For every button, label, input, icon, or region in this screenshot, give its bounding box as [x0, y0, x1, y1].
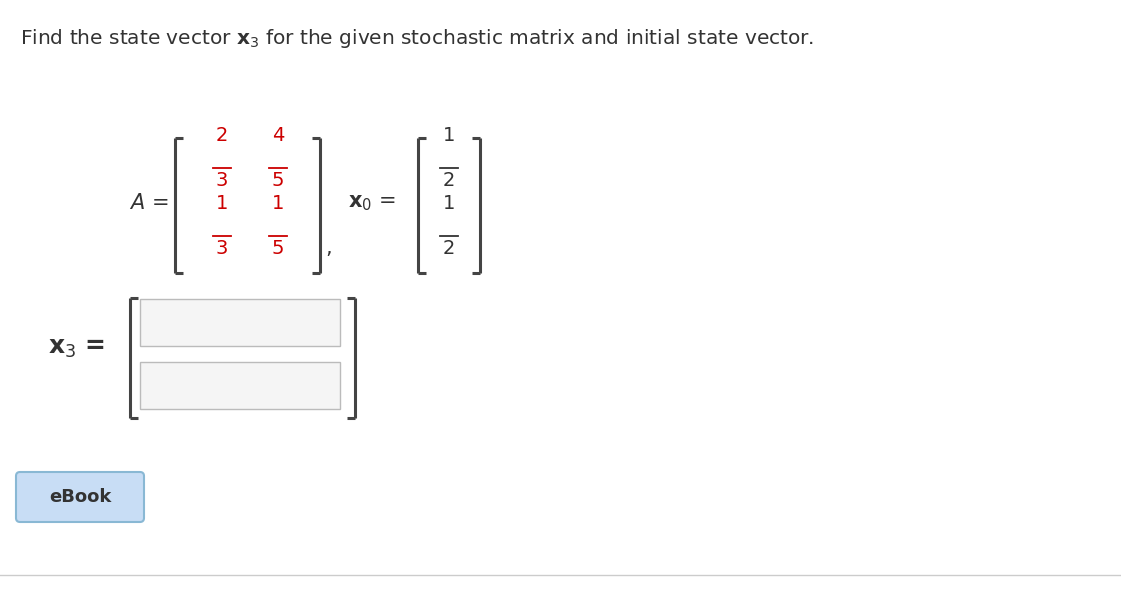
- Text: eBook: eBook: [49, 488, 111, 506]
- Text: 1: 1: [443, 194, 455, 213]
- Text: 1: 1: [443, 126, 455, 145]
- Text: 1: 1: [216, 194, 229, 213]
- Text: 5: 5: [271, 171, 285, 190]
- FancyBboxPatch shape: [140, 362, 340, 409]
- Text: 4: 4: [271, 126, 285, 145]
- Text: ,: ,: [325, 238, 332, 258]
- Text: 3: 3: [216, 239, 229, 258]
- Text: 2: 2: [443, 239, 455, 258]
- FancyBboxPatch shape: [140, 299, 340, 346]
- Text: $\mathbf{x}_3$ =: $\mathbf{x}_3$ =: [48, 336, 105, 360]
- Text: 5: 5: [271, 239, 285, 258]
- Text: 3: 3: [216, 171, 229, 190]
- Text: $\mathbf{x}_0$ =: $\mathbf{x}_0$ =: [348, 193, 396, 213]
- Text: 1: 1: [271, 194, 285, 213]
- Text: 2: 2: [216, 126, 229, 145]
- Text: 2: 2: [443, 171, 455, 190]
- FancyBboxPatch shape: [16, 472, 143, 522]
- Text: Find the state vector $\mathbf{x}_3$ for the given stochastic matrix and initial: Find the state vector $\mathbf{x}_3$ for…: [20, 27, 815, 50]
- Text: $A$ =: $A$ =: [129, 193, 168, 213]
